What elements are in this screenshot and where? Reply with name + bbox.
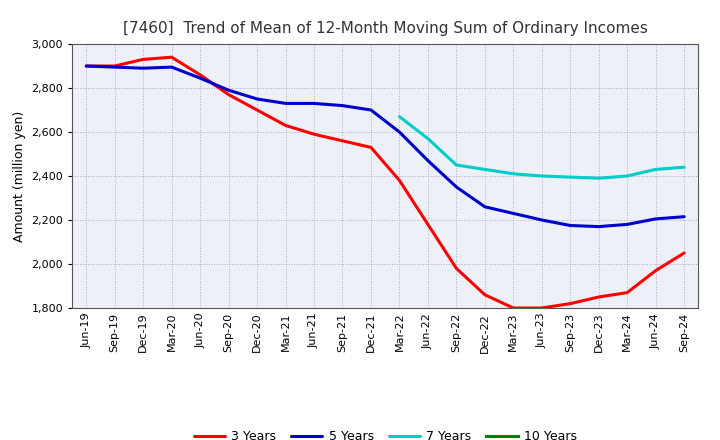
5 Years [82,63,91,69]
3 Years [366,145,375,150]
3 Years [196,72,204,77]
3 Years [423,222,432,227]
5 Years [338,103,347,108]
3 Years [338,138,347,143]
5 Years [139,66,148,71]
Title: [7460]  Trend of Mean of 12-Month Moving Sum of Ordinary Incomes: [7460] Trend of Mean of 12-Month Moving … [123,21,647,36]
5 Years [282,101,290,106]
5 Years [196,75,204,81]
3 Years [480,292,489,297]
5 Years [623,222,631,227]
3 Years [509,305,518,311]
3 Years [139,57,148,62]
3 Years [566,301,575,306]
7 Years [566,175,575,180]
7 Years [595,176,603,181]
5 Years [480,204,489,209]
5 Years [509,211,518,216]
7 Years [537,173,546,179]
3 Years [167,55,176,60]
5 Years [566,223,575,228]
7 Years [480,167,489,172]
3 Years [595,294,603,300]
3 Years [225,92,233,97]
7 Years [509,171,518,176]
3 Years [82,63,91,69]
5 Years [395,129,404,135]
5 Years [167,64,176,70]
3 Years [310,132,318,137]
5 Years [452,184,461,190]
Line: 7 Years: 7 Years [400,117,684,178]
5 Years [366,107,375,113]
7 Years [623,173,631,179]
7 Years [452,162,461,168]
3 Years [395,178,404,183]
3 Years [652,268,660,273]
5 Years [110,64,119,70]
3 Years [537,305,546,311]
7 Years [680,165,688,170]
3 Years [282,123,290,128]
5 Years [423,158,432,163]
7 Years [395,114,404,119]
Legend: 3 Years, 5 Years, 7 Years, 10 Years: 3 Years, 5 Years, 7 Years, 10 Years [189,425,582,440]
5 Years [225,88,233,93]
Y-axis label: Amount (million yen): Amount (million yen) [13,110,26,242]
5 Years [310,101,318,106]
5 Years [680,214,688,220]
3 Years [253,107,261,113]
3 Years [623,290,631,295]
Line: 3 Years: 3 Years [86,57,684,308]
3 Years [110,63,119,69]
5 Years [537,217,546,223]
5 Years [253,96,261,102]
7 Years [423,136,432,141]
3 Years [680,250,688,256]
7 Years [652,167,660,172]
3 Years [452,266,461,271]
5 Years [595,224,603,229]
Line: 5 Years: 5 Years [86,66,684,227]
5 Years [652,216,660,221]
